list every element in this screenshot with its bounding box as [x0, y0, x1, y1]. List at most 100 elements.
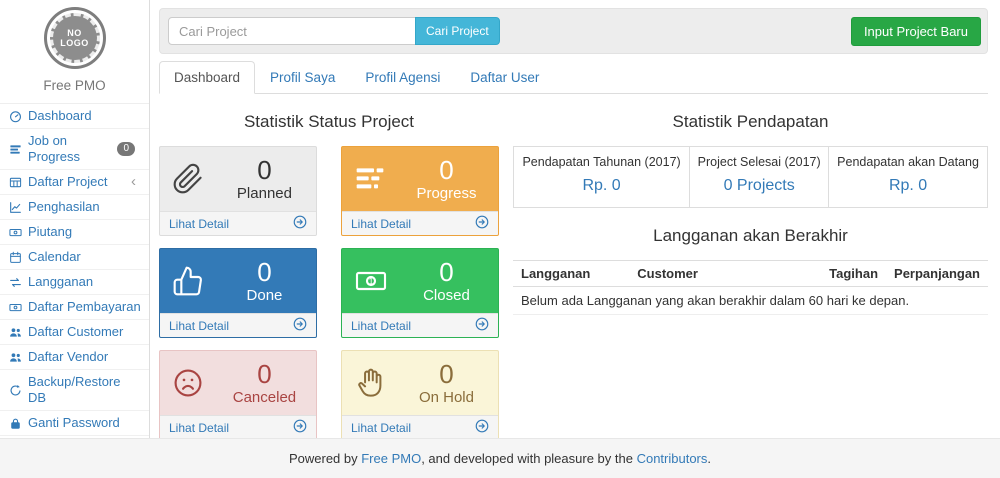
- sidebar-item-daftar-project[interactable]: Daftar Project ‹: [0, 170, 149, 195]
- project-search-group: Cari Project: [168, 17, 500, 45]
- svg-text:1: 1: [369, 276, 374, 286]
- sidebar-item-label: Job on Progress: [28, 133, 81, 164]
- sidebar-item-daftar-customer[interactable]: Daftar Customer: [0, 320, 149, 345]
- stat-value-link[interactable]: Rp. 0: [888, 177, 928, 194]
- arrow-circle-right-icon[interactable]: [475, 419, 489, 436]
- logo-text-line1: NO: [67, 27, 82, 38]
- card-on-hold-footer: Lihat Detail: [342, 415, 498, 439]
- arrow-circle-right-icon[interactable]: [475, 317, 489, 334]
- arrow-circle-right-icon[interactable]: [293, 419, 307, 436]
- card-planned-footer: Lihat Detail: [160, 211, 316, 235]
- stat-label: Pendapatan akan Datang: [828, 146, 988, 173]
- status-section: Statistik Status Project 0 Planned Lihat…: [159, 104, 499, 440]
- search-input[interactable]: [168, 17, 416, 45]
- card-closed-body: 1 0 Closed: [342, 249, 498, 313]
- card-progress-body: 0 Progress: [342, 147, 498, 211]
- card-canceled-footer: Lihat Detail: [160, 415, 316, 439]
- sidebar-item-label: Ganti Password: [28, 415, 120, 430]
- sidebar-item-job-on-progress[interactable]: Job on Progress 0: [0, 129, 149, 170]
- input-project-baru-button[interactable]: Input Project Baru: [850, 16, 981, 46]
- lock-icon: [8, 416, 22, 430]
- banknote-icon: 1: [354, 265, 405, 297]
- subscription-section-title: Langganan akan Berakhir: [653, 226, 848, 245]
- card-count: 0: [439, 358, 454, 389]
- card-on-hold-body: 0 On Hold: [342, 351, 498, 415]
- tab-profil-saya[interactable]: Profil Saya: [270, 70, 336, 85]
- tab-profil-agensi[interactable]: Profil Agensi: [365, 70, 441, 85]
- line-chart-icon: [8, 200, 22, 214]
- search-button[interactable]: Cari Project: [415, 17, 500, 45]
- sidebar-item-label: Langganan: [28, 274, 94, 289]
- lihat-detail-link[interactable]: Lihat Detail: [351, 420, 412, 435]
- card-label: Planned: [236, 185, 292, 203]
- card-canceled: 0 Canceled Lihat Detail: [159, 350, 317, 440]
- no-logo-seal-core: NO LOGO: [49, 13, 100, 63]
- sidebar-item-dashboard[interactable]: Dashboard: [0, 104, 149, 129]
- empty-message: Belum ada Langganan yang akan berakhir d…: [513, 286, 988, 315]
- lihat-detail-link[interactable]: Lihat Detail: [169, 318, 230, 333]
- card-on-hold: 0 On Hold Lihat Detail: [341, 350, 499, 440]
- sidebar-item-piutang[interactable]: Piutang: [0, 220, 149, 245]
- sidebar-item-label: Daftar Project: [28, 174, 108, 189]
- count-badge: 0: [117, 142, 135, 156]
- sidebar-item-calendar[interactable]: Calendar: [0, 245, 149, 270]
- status-section-title: Statistik Status Project: [243, 112, 415, 131]
- free-pmo-link[interactable]: Free PMO: [361, 451, 422, 466]
- calendar-icon: [8, 250, 22, 264]
- card-label: Canceled: [232, 389, 297, 407]
- arrow-circle-right-icon[interactable]: [293, 215, 307, 232]
- card-done-footer: Lihat Detail: [160, 313, 316, 337]
- sidebar-item-langganan[interactable]: Langganan: [0, 270, 149, 295]
- hand-icon: [354, 367, 405, 399]
- lihat-detail-link[interactable]: Lihat Detail: [169, 420, 230, 435]
- card-count: 0: [257, 256, 272, 287]
- sidebar-item-label: Piutang: [28, 224, 73, 239]
- card-count: 0: [439, 154, 454, 185]
- tab-bar: Dashboard Profil Saya Profil Agensi Daft…: [159, 61, 988, 94]
- tasks-icon: [354, 163, 405, 195]
- card-label: Done: [246, 287, 283, 305]
- column-header: Perpanjangan: [886, 260, 988, 287]
- card-canceled-body: 0 Canceled: [160, 351, 316, 415]
- chevron-left-icon: ‹: [131, 173, 136, 190]
- table-icon: [8, 175, 22, 189]
- lihat-detail-link[interactable]: Lihat Detail: [169, 216, 230, 231]
- sidebar-item-label: Daftar Vendor: [28, 349, 109, 364]
- no-logo-seal: NO LOGO: [43, 7, 106, 69]
- stat-value-link[interactable]: 0 Projects: [723, 177, 795, 194]
- income-section-title: Statistik Pendapatan: [672, 112, 829, 131]
- card-closed: 1 0 Closed Lihat Detail: [341, 248, 499, 338]
- column-header: Langganan: [513, 260, 630, 287]
- arrow-circle-right-icon[interactable]: [293, 317, 307, 334]
- sidebar: NO LOGO Free PMO Dashboard Job on Progre…: [0, 0, 150, 461]
- income-stats-table: Pendapatan Tahunan (2017) Project Selesa…: [512, 146, 988, 208]
- money-icon: [8, 300, 22, 314]
- main-area: Cari Project Input Project Baru Dashboar…: [151, 0, 1000, 440]
- footer-text: Powered by: [288, 451, 362, 466]
- dashboard-icon: [8, 109, 22, 123]
- sidebar-item-label: Calendar: [28, 249, 81, 264]
- income-section: Statistik Pendapatan Pendapatan Tahunan …: [512, 104, 988, 440]
- sidebar-item-label: Daftar Customer: [28, 324, 124, 339]
- stat-value-link[interactable]: Rp. 0: [582, 177, 621, 194]
- stat-label: Project Selesai (2017): [689, 146, 830, 173]
- lihat-detail-link[interactable]: Lihat Detail: [351, 216, 412, 231]
- lihat-detail-link[interactable]: Lihat Detail: [351, 318, 412, 333]
- sidebar-item-daftar-pembayaran[interactable]: Daftar Pembayaran: [0, 295, 149, 320]
- sidebar-nav: Dashboard Job on Progress 0 Daftar Proje…: [0, 103, 149, 461]
- sidebar-item-daftar-vendor[interactable]: Daftar Vendor: [0, 345, 149, 370]
- arrow-circle-right-icon[interactable]: [475, 215, 489, 232]
- card-done: 0 Done Lihat Detail: [159, 248, 317, 338]
- tab-daftar-user[interactable]: Daftar User: [470, 70, 540, 85]
- sidebar-item-backup-restore-db[interactable]: Backup/Restore DB: [0, 370, 149, 411]
- tab-dashboard[interactable]: Dashboard: [159, 61, 256, 94]
- card-progress-footer: Lihat Detail: [342, 211, 498, 235]
- card-label: Progress: [416, 185, 477, 203]
- card-count: 0: [257, 154, 272, 185]
- logo-text-line2: LOGO: [60, 38, 89, 48]
- card-progress: 0 Progress Lihat Detail: [341, 146, 499, 236]
- sidebar-item-ganti-password[interactable]: Ganti Password: [0, 411, 149, 436]
- sidebar-item-penghasilan[interactable]: Penghasilan: [0, 195, 149, 220]
- subscription-table: Langganan Customer Tagihan Perpanjangan …: [513, 260, 988, 315]
- contributors-link[interactable]: Contributors: [636, 451, 708, 466]
